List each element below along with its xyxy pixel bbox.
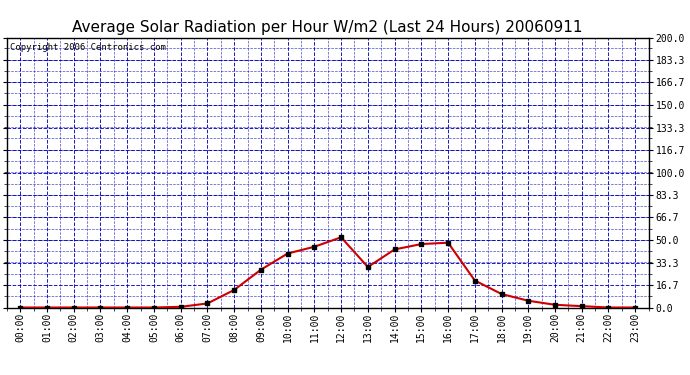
Text: Copyright 2006 Centronics.com: Copyright 2006 Centronics.com [10, 43, 166, 52]
Title: Average Solar Radiation per Hour W/m2 (Last 24 Hours) 20060911: Average Solar Radiation per Hour W/m2 (L… [72, 20, 583, 35]
